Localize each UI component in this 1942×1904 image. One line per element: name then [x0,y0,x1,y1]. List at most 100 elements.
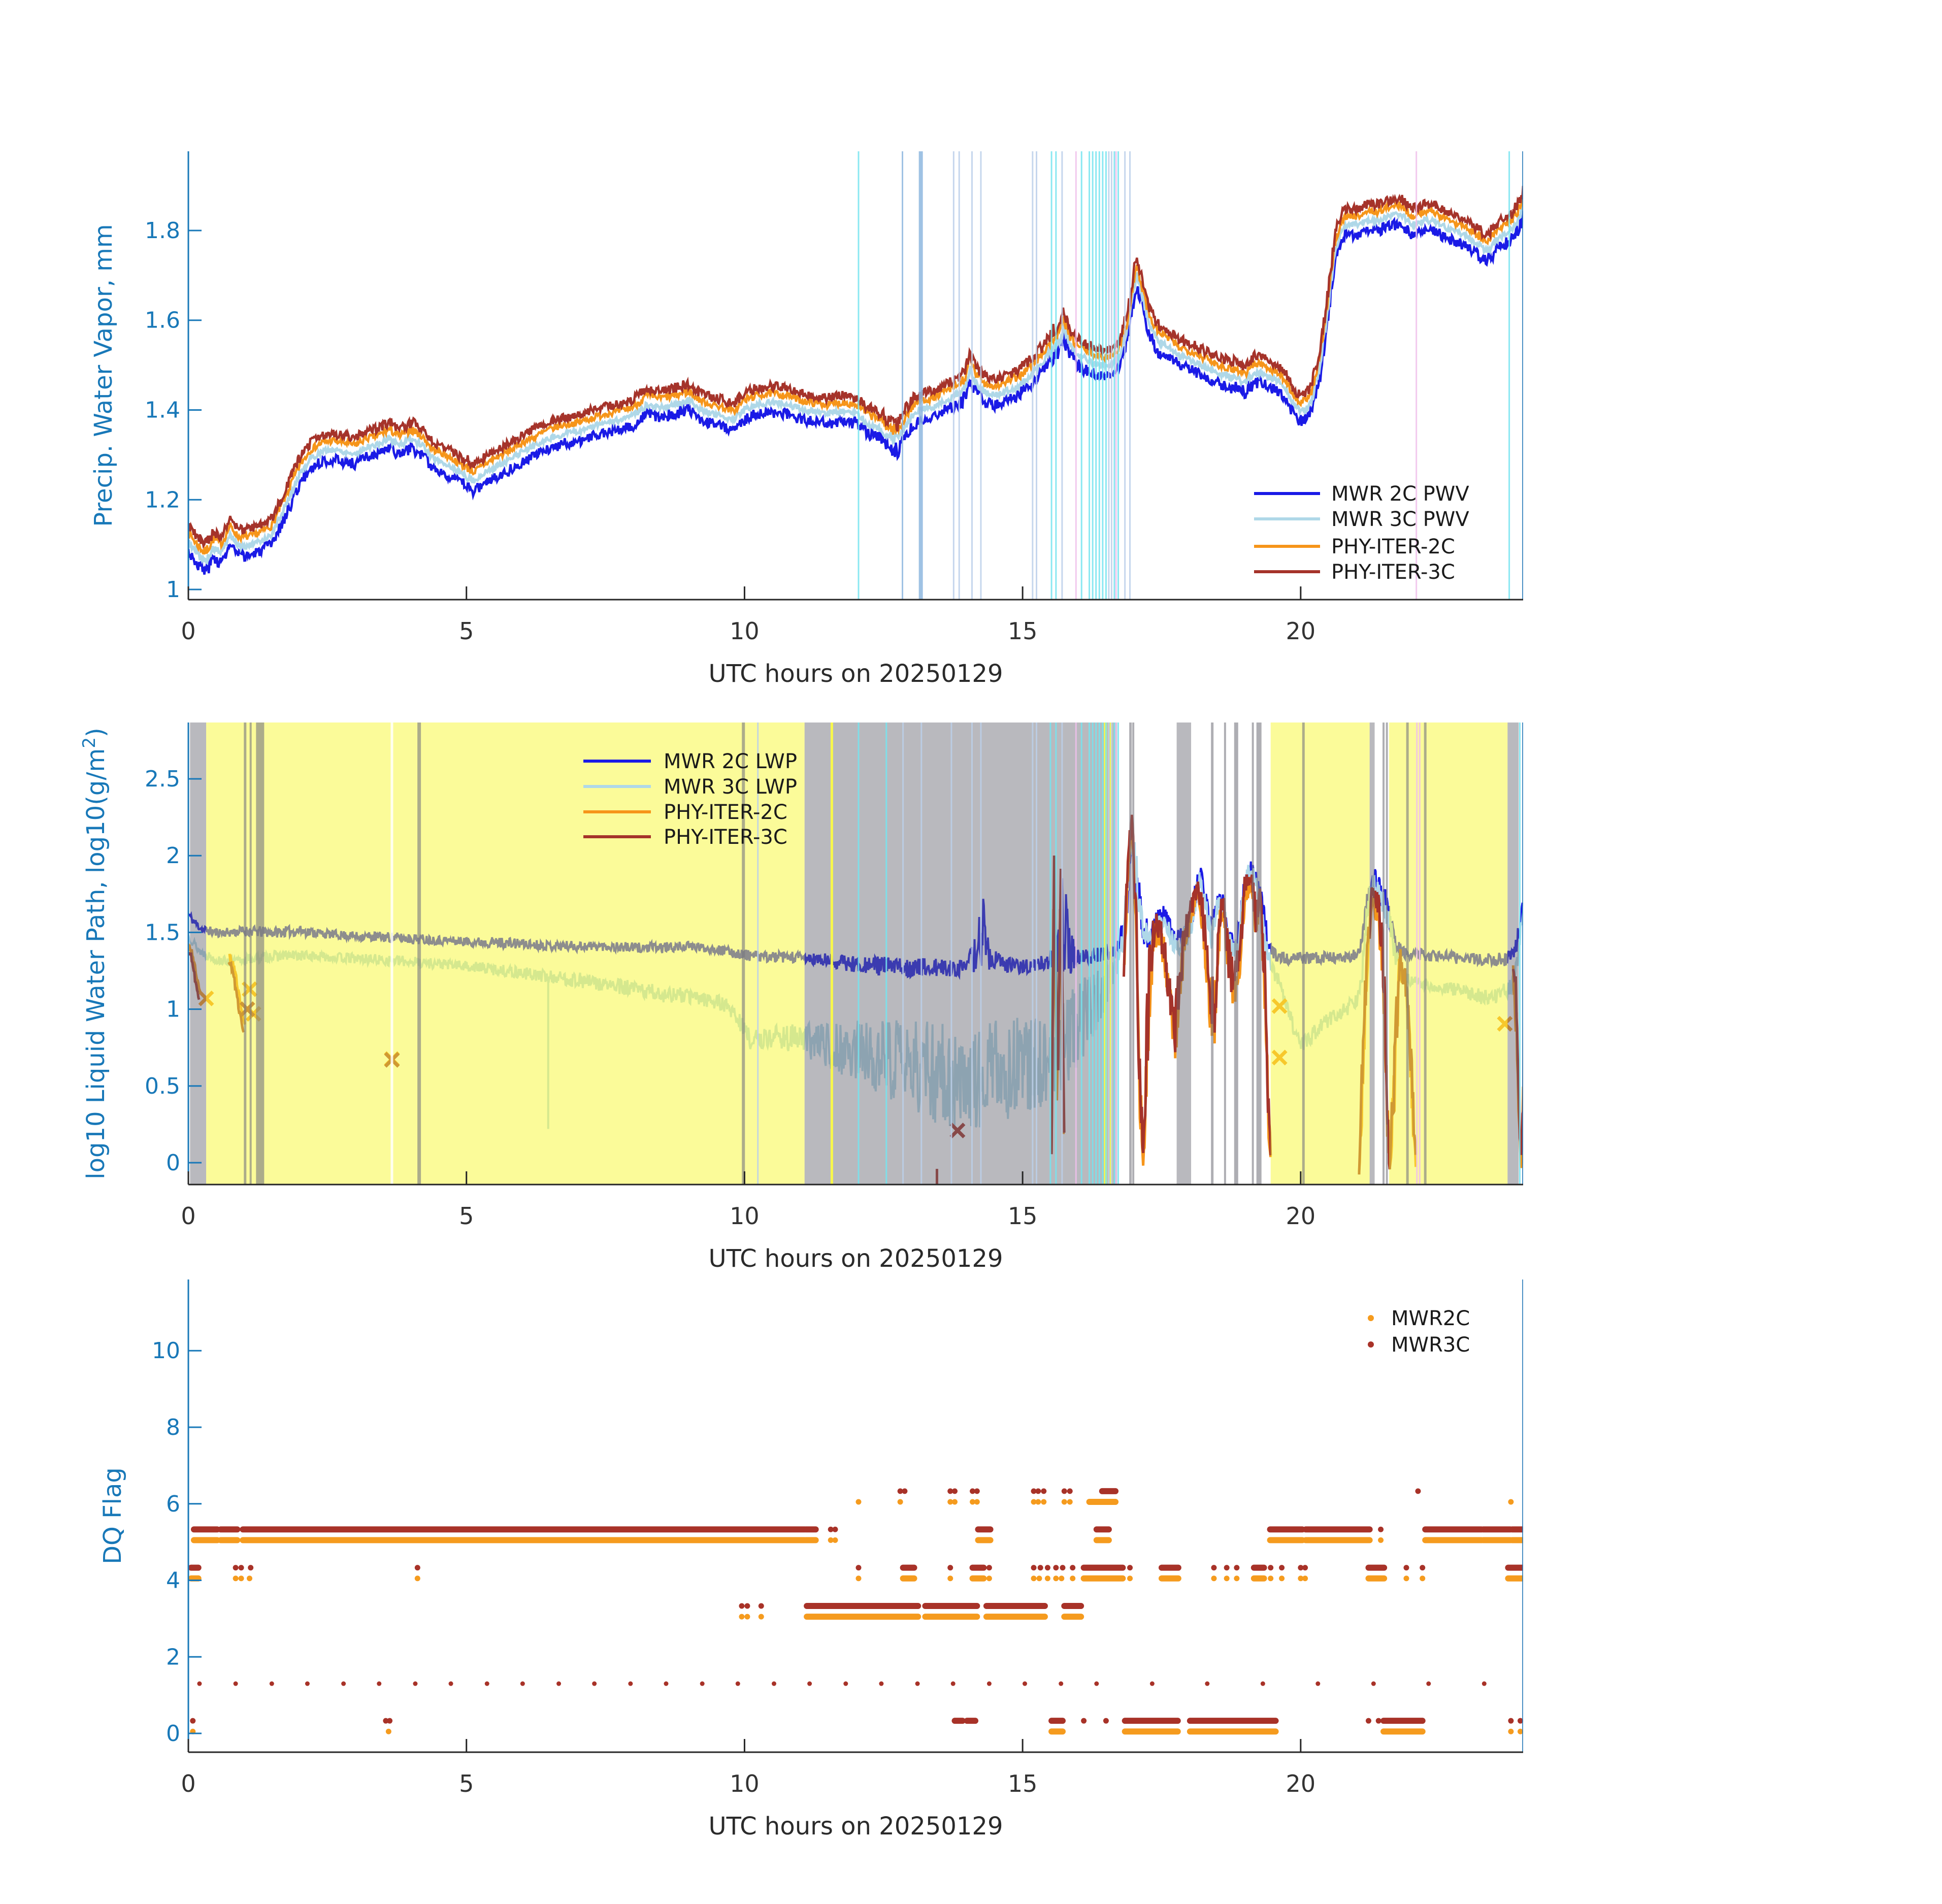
dq-flag-dot [1298,1575,1304,1582]
dq-flag-dot [1205,1681,1210,1686]
dq-flag-dot [855,1565,862,1571]
dq-flag-dot [947,1488,953,1494]
quality-band [190,723,207,1185]
x-tick-label: 20 [1286,617,1316,645]
x-tick-label: 0 [181,1770,195,1797]
thin-band-line [1406,723,1409,1185]
dq-flag-dot [1224,1575,1230,1582]
series-phy-iter-2c [188,200,1523,555]
dq-flag-dot [897,1488,903,1494]
dq-flag-dot [1211,1565,1217,1571]
dq-flag-dot [1518,1728,1523,1734]
dq-flag-dot [744,1603,750,1609]
y-tick-label: 0 [166,1721,180,1747]
dq-flag-dot [735,1681,740,1686]
dq-flag-dot [1378,1537,1384,1543]
chart-dq-flag: 0 2 4 6 8 10 0 5 10 15 20 UTC hours on 20250129 DQ F… [98,1279,1523,1841]
dq-flag-dot [248,1565,254,1571]
dq-flag-dot [1036,1575,1042,1582]
dq-flag-dot [1060,1565,1066,1571]
dq-flag-dot [915,1681,920,1686]
legend-label[interactable]: MWR 2C LWP [664,750,797,773]
x-axis-label: UTC hours on 20250129 [709,1812,1003,1841]
dq-flag-dot [1279,1565,1285,1571]
quality-band [1369,723,1375,1185]
dq-flag-dot [1279,1575,1285,1582]
thin-band-line [1383,723,1385,1185]
dq-flag-dot [1067,1499,1073,1505]
legend-label[interactable]: PHY-ITER-3C [1331,561,1455,584]
y-tick-label: 2.5 [145,766,180,792]
dq-flag-dot [986,1565,992,1571]
x-tick-label: 10 [730,617,760,645]
quality-band [804,723,1117,1185]
legend-label[interactable]: PHY-ITER-3C [664,826,787,849]
thin-band-line [1132,723,1135,1185]
thin-band-line [742,723,745,1185]
y-tick-label: 0 [166,1150,180,1176]
dq-flag-dot [341,1681,346,1686]
dq-flag-dot [855,1499,862,1505]
legend-label[interactable]: MWR 3C PWV [1331,508,1469,531]
thin-band-line [1256,723,1262,1185]
dq-flag-dot [739,1603,745,1609]
dq-flag-dot [190,1718,196,1724]
dq-flag-dot [1059,1575,1065,1582]
dq-flag-dot [383,1718,389,1724]
legend-label[interactable]: MWR 2C PWV [1331,482,1469,506]
dq-flag-dot [1403,1575,1409,1582]
legend-label[interactable]: MWR3C [1391,1333,1470,1357]
x-tick-label: 15 [1008,617,1038,645]
dq-flag-dot [1031,1499,1037,1505]
dq-flag-dot [233,1565,239,1571]
dq-flag-dot [1061,1488,1067,1494]
dq-flag-dot [700,1681,705,1686]
y-tick-label: 8 [166,1415,180,1440]
dq-flag-dot [1426,1681,1431,1686]
dq-flag-dot [233,1681,238,1686]
dq-flag-dot [1415,1488,1421,1494]
thin-band-line [390,723,393,1185]
dq-flag-dot [1234,1575,1240,1582]
dq-flag-dot [246,1575,252,1582]
dq-flag-dot [1298,1565,1304,1571]
thin-band-line [830,723,833,1185]
thin-band-line [256,723,265,1185]
dq-flag-dot [1031,1565,1037,1571]
y-tick-label: 2 [166,843,180,869]
dq-flag-dot [1094,1681,1099,1686]
legend-label[interactable]: MWR 3C LWP [664,775,797,799]
dq-flag-dot [592,1681,597,1686]
legend-label[interactable]: PHY-ITER-2C [1331,535,1455,559]
quality-band [1389,723,1508,1185]
dq-flag-dot [1260,1681,1265,1686]
dq-flag-dot [951,1488,958,1494]
dq-flag-dot [1371,1681,1376,1686]
y-tick-label: 1.8 [145,218,180,244]
dq-flag-dot [902,1488,908,1494]
dq-flag-dot [1234,1565,1240,1571]
dq-flag-dot [1211,1575,1217,1582]
y-tick-label: 4 [166,1568,180,1594]
y-tick-label: 1.5 [145,920,180,945]
dq-flag-dot [1061,1499,1067,1505]
dq-flag-dot [1041,1488,1047,1494]
dq-flag-dot [771,1681,776,1686]
legend-label[interactable]: PHY-ITER-2C [664,801,787,824]
dq-flag-dot [1403,1565,1409,1571]
dq-flag-dot [1268,1575,1274,1582]
dq-flag-dot [238,1565,244,1571]
dq-flag-dot [1081,1718,1087,1724]
legend-label[interactable]: MWR2C [1391,1307,1470,1330]
dq-flag-dot [1482,1681,1487,1686]
series-phy-iter-2c [188,943,202,993]
dq-flag-dot [1037,1565,1043,1571]
dq-flag-dot [1053,1565,1059,1571]
dq-flag-dot [974,1488,980,1494]
dq-flag-dot [1378,1526,1384,1532]
dq-flag-dot [897,1499,903,1505]
dq-flag-dot [414,1575,420,1582]
dq-flag-dot [1103,1718,1109,1724]
dq-flag-dot [1070,1565,1076,1571]
quality-band [1270,723,1370,1185]
